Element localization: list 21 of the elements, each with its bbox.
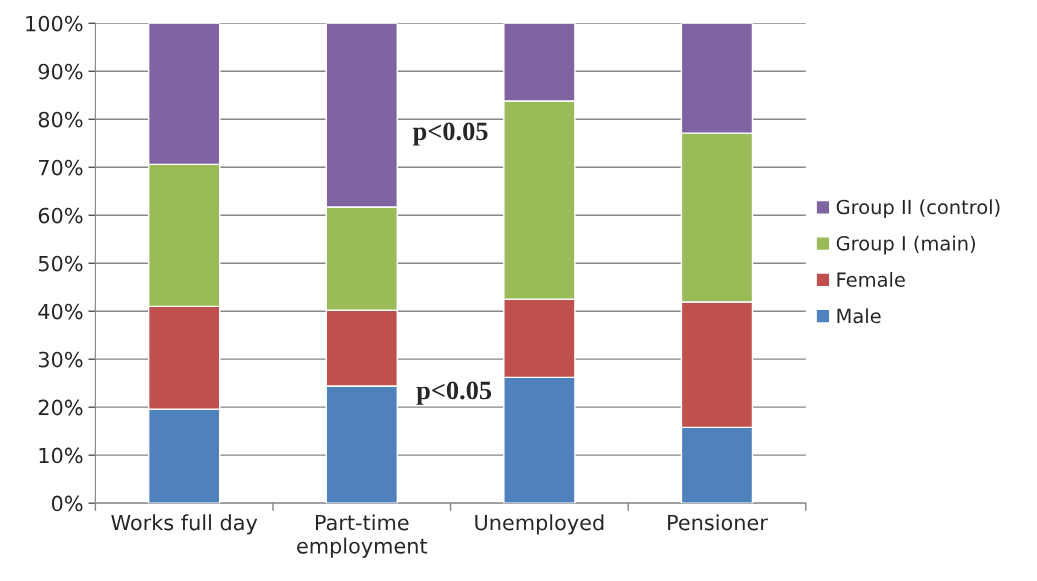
legend-label: Female bbox=[837, 271, 905, 287]
y-tick-label: 50% bbox=[38, 255, 83, 272]
y-tick-label: 80% bbox=[38, 111, 83, 128]
y-tick-label: 0% bbox=[51, 495, 83, 512]
x-tick-label: Unemployed bbox=[475, 514, 604, 535]
legend-label: Group II (control) bbox=[836, 199, 1000, 219]
y-tick-label: 20% bbox=[38, 399, 83, 416]
legend-label: Male bbox=[837, 308, 881, 324]
annotation: p<0.05 bbox=[416, 381, 492, 405]
x-tick-label: Works full day bbox=[111, 514, 258, 535]
y-tick-label: 90% bbox=[38, 63, 83, 80]
y-tick-label: 60% bbox=[38, 207, 83, 224]
y-tick-label: 40% bbox=[38, 303, 83, 320]
legend-label: Group I (main) bbox=[836, 235, 975, 255]
y-tick-label: 10% bbox=[39, 447, 83, 464]
y-tick-label: 100% bbox=[26, 15, 83, 32]
x-tick-label: Pensioner bbox=[668, 514, 768, 531]
y-tick-label: 70% bbox=[39, 159, 83, 176]
annotation: p<0.05 bbox=[412, 122, 488, 146]
y-tick-label: 30% bbox=[38, 351, 83, 368]
x-tick-label: Part-time employment bbox=[297, 514, 428, 558]
